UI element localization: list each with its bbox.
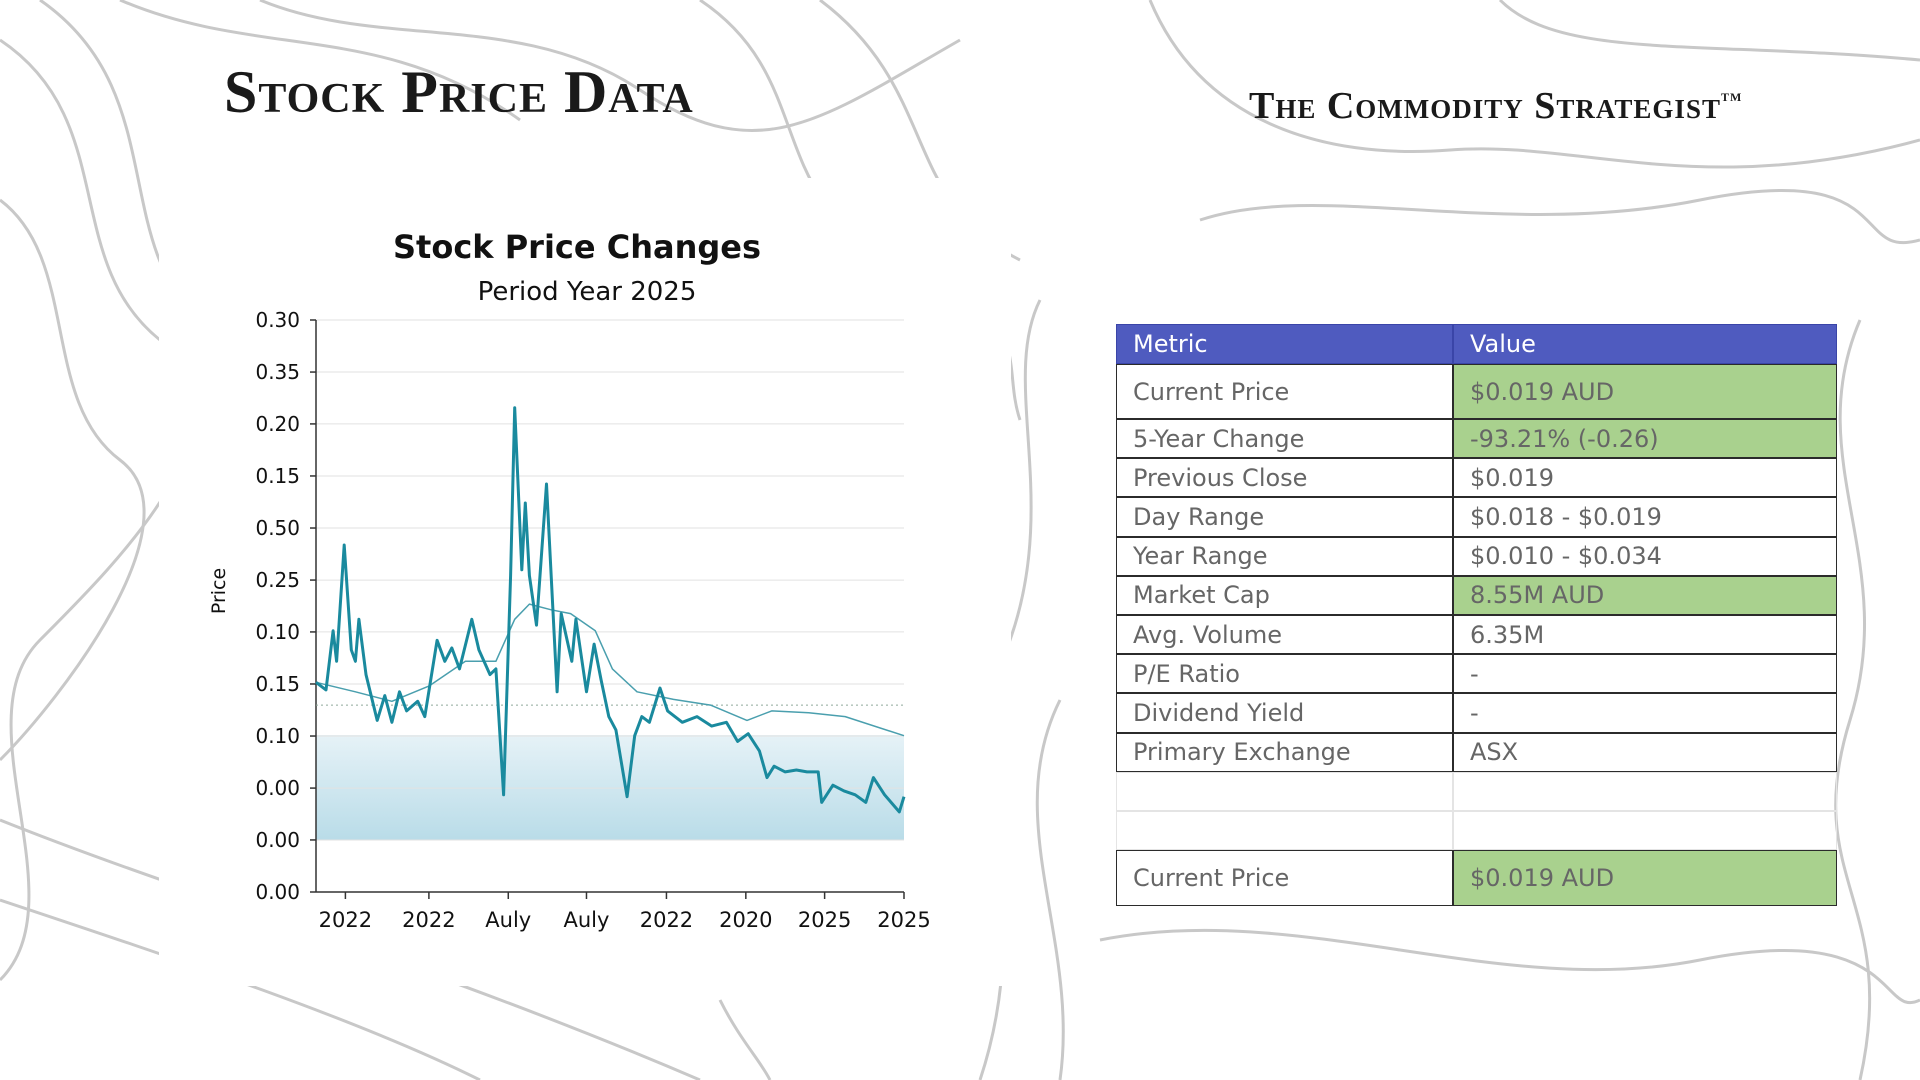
value-cell: $0.019 xyxy=(1453,458,1837,498)
y-tick-label: 0.35 xyxy=(255,360,300,384)
value-cell: 8.55M AUD xyxy=(1453,575,1837,615)
metric-cell: Year Range xyxy=(1116,536,1453,576)
y-tick-label: 0.50 xyxy=(255,516,300,540)
x-tick-label: 2025 xyxy=(877,908,930,932)
metric-cell: Dividend Yield xyxy=(1116,693,1453,733)
price-line xyxy=(315,603,905,737)
metric-cell: Current Price xyxy=(1116,850,1453,907)
price-line xyxy=(315,406,906,814)
y-tick-label: 0.15 xyxy=(255,464,300,488)
x-tick-label: Auly xyxy=(564,908,610,932)
blank-cell xyxy=(1116,771,1453,811)
value-cell: -93.21% (-0.26) xyxy=(1453,419,1837,459)
chart-card: Stock Price Changes Period Year 2025 Pri… xyxy=(159,178,1011,986)
chart-title: Stock Price Changes xyxy=(393,228,761,266)
value-cell: ASX xyxy=(1453,732,1837,772)
blank-cell xyxy=(1453,771,1837,811)
header-cell: Value xyxy=(1453,324,1837,364)
shaded-band xyxy=(316,735,904,840)
metric-cell: P/E Ratio xyxy=(1116,654,1453,694)
y-tick-label: 0.10 xyxy=(255,724,300,748)
y-tick-label: 0.00 xyxy=(255,828,300,852)
brand-name: The Commodity Strategist xyxy=(1249,85,1721,127)
value-cell: 6.35M xyxy=(1453,615,1837,655)
value-cell: $0.019 AUD xyxy=(1453,364,1837,419)
y-tick-label: 0.10 xyxy=(255,620,300,644)
blank-cell xyxy=(1116,811,1453,851)
slide-title: Stock Price Data xyxy=(224,59,694,125)
x-tick-label: 2020 xyxy=(719,908,772,932)
header-cell: Metric xyxy=(1116,324,1453,364)
chart: Stock Price Changes Period Year 2025 Pri… xyxy=(208,228,931,932)
metric-cell: Previous Close xyxy=(1116,458,1453,498)
x-tick-label: 2022 xyxy=(402,908,455,932)
value-cell: $0.010 - $0.034 xyxy=(1453,536,1837,576)
metric-cell: Primary Exchange xyxy=(1116,732,1453,772)
x-tick-label: 2022 xyxy=(319,908,372,932)
x-tick-label: 2022 xyxy=(640,908,693,932)
x-tick-label: 2025 xyxy=(798,908,851,932)
value-cell: $0.018 - $0.019 xyxy=(1453,497,1837,537)
blank-cell xyxy=(1453,811,1837,851)
value-cell: - xyxy=(1453,654,1837,694)
chart-subtitle: Period Year 2025 xyxy=(478,277,697,307)
y-tick-label: 0.00 xyxy=(255,880,300,904)
brand-logo: The Commodity StrategistTM xyxy=(1249,84,1742,128)
metric-cell: Day Range xyxy=(1116,497,1453,537)
y-tick-label: 0.00 xyxy=(255,776,300,800)
y-tick-label: 0.30 xyxy=(255,308,300,332)
value-cell: - xyxy=(1453,693,1837,733)
metric-cell: Current Price xyxy=(1116,364,1453,419)
y-tick-label: 0.15 xyxy=(255,672,300,696)
metric-cell: 5-Year Change xyxy=(1116,419,1453,459)
metric-cell: Market Cap xyxy=(1116,575,1453,615)
trademark: TM xyxy=(1720,90,1743,104)
y-tick-label: 0.25 xyxy=(255,568,300,592)
y-axis-label: Price xyxy=(208,568,230,614)
x-tick-label: Auly xyxy=(485,908,531,932)
y-tick-label: 0.20 xyxy=(255,412,300,436)
value-cell: $0.019 AUD xyxy=(1453,850,1837,907)
metric-cell: Avg. Volume xyxy=(1116,615,1453,655)
